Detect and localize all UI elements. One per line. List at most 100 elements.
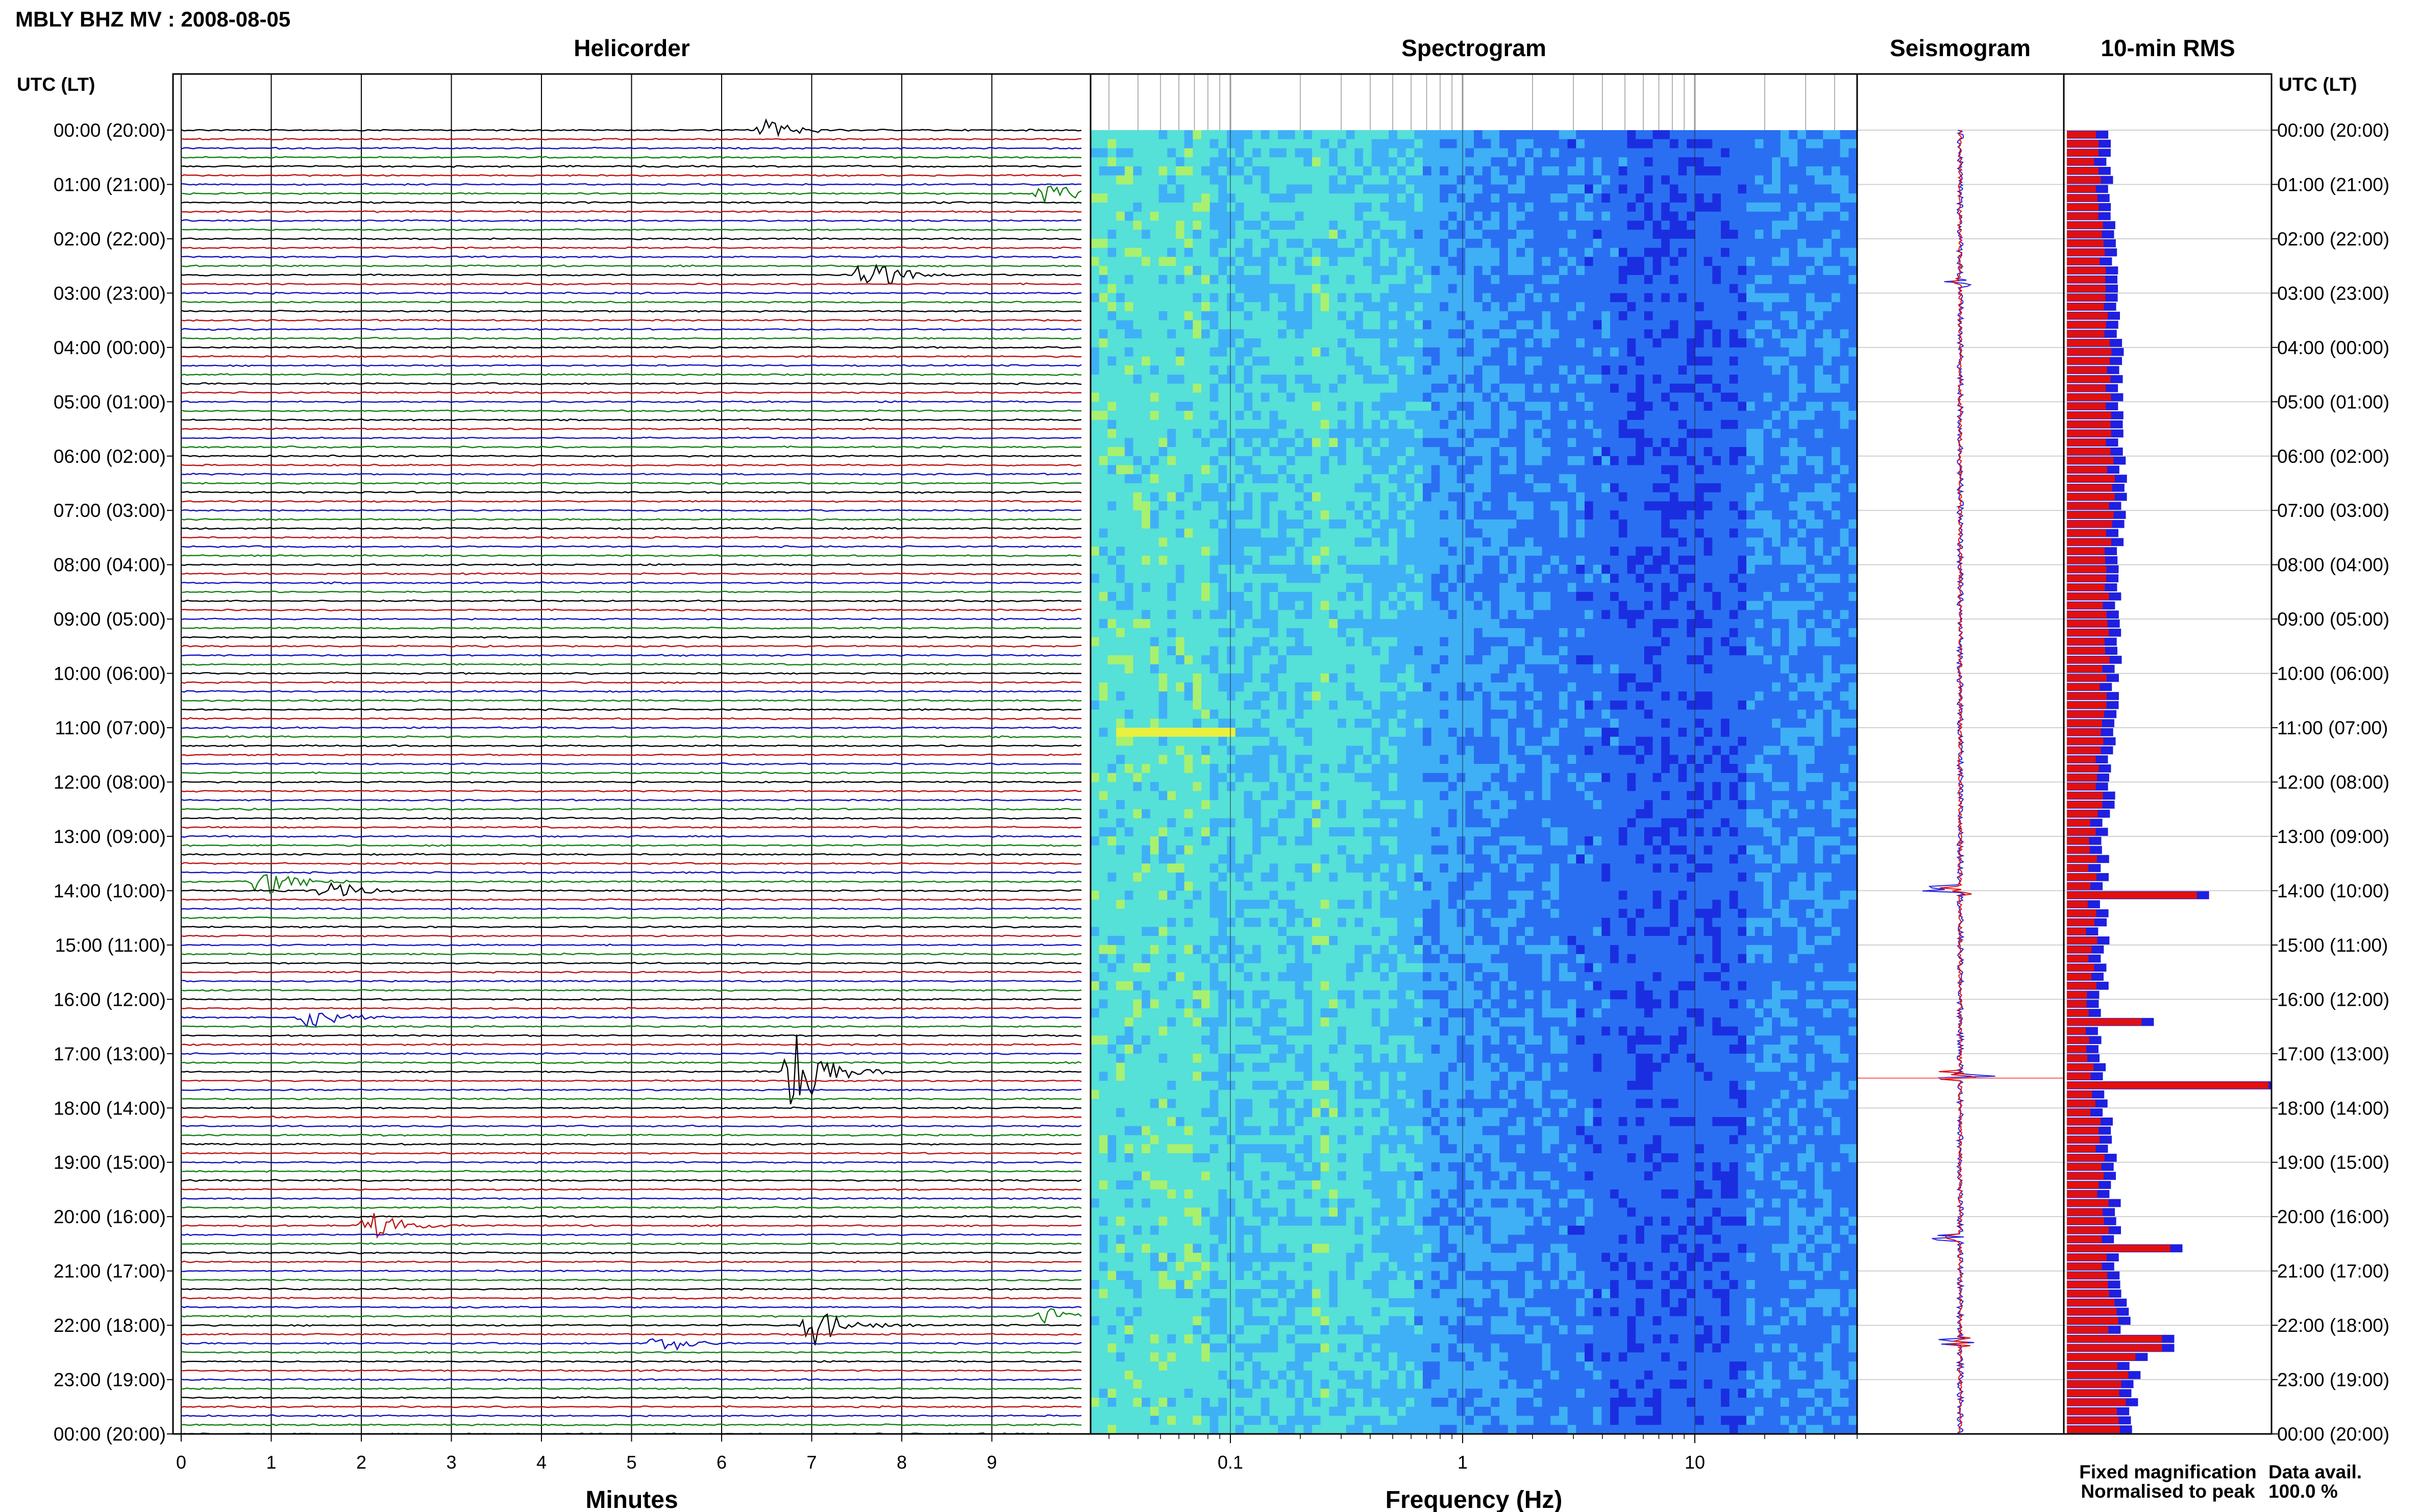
spectrogram-cell xyxy=(1721,564,1730,574)
spectrogram-cell xyxy=(1695,591,1705,602)
helicorder-trace xyxy=(181,301,1082,304)
spectrogram-cell xyxy=(1652,501,1662,511)
spectrogram-cell xyxy=(1840,302,1849,312)
spectrogram-cell xyxy=(1363,157,1372,167)
spectrogram-cell xyxy=(1320,329,1329,339)
spectrogram-cell xyxy=(1499,211,1509,221)
spectrogram-cell xyxy=(1184,537,1193,547)
spectrogram-cell xyxy=(1175,447,1185,457)
spectrogram-cell xyxy=(1823,329,1832,339)
spectrogram-cell xyxy=(1116,537,1125,547)
spectrogram-cell xyxy=(1525,483,1534,493)
spectrogram-cell xyxy=(1405,591,1415,602)
spectrogram-cell xyxy=(1585,184,1594,194)
spectrogram-cell xyxy=(1474,438,1483,448)
spectrogram-cell xyxy=(1499,574,1509,583)
spectrogram-cell xyxy=(1133,537,1142,547)
spectrogram-cell xyxy=(1508,193,1517,203)
spectrogram-cell xyxy=(1593,238,1602,249)
spectrogram-cell xyxy=(1142,148,1151,158)
spectrogram-cell xyxy=(1814,465,1823,475)
spectrogram-cell xyxy=(1286,193,1296,203)
helicorder-trace xyxy=(181,463,1081,467)
spectrogram-cell xyxy=(1797,266,1807,276)
spectrogram-cell xyxy=(1422,329,1432,339)
spectrogram-cell xyxy=(1193,266,1202,276)
spectrogram-cell xyxy=(1831,375,1841,384)
spectrogram-cell xyxy=(1789,302,1798,312)
spectrogram-cell xyxy=(1380,338,1389,348)
spectrogram-cell xyxy=(1091,501,1100,511)
spectrogram-cell xyxy=(1627,474,1636,484)
spectrogram-cell xyxy=(1763,411,1772,420)
spectrogram-cell xyxy=(1099,429,1108,438)
spectrogram-cell xyxy=(1303,537,1313,547)
spectrogram-cell xyxy=(1806,528,1815,538)
spectrogram-cell xyxy=(1107,519,1117,529)
spectrogram-cell xyxy=(1831,564,1841,574)
spectrogram-cell xyxy=(1422,447,1432,457)
spectrogram-cell xyxy=(1150,347,1159,357)
spectrogram-cell xyxy=(1627,202,1636,212)
spectrogram-cell xyxy=(1499,347,1509,357)
spectrogram-cell xyxy=(1244,610,1253,619)
spectrogram-cell xyxy=(1772,320,1781,330)
spectrogram-cell xyxy=(1482,284,1491,293)
spectrogram-cell xyxy=(1814,419,1823,430)
spectrogram-cell xyxy=(1763,338,1772,348)
spectrogram-cell xyxy=(1133,193,1142,203)
spectrogram-cell xyxy=(1610,266,1619,276)
spectrogram-cell xyxy=(1585,157,1594,167)
spectrogram-cell xyxy=(1652,519,1662,529)
spectrogram-cell xyxy=(1652,202,1662,212)
spectrogram-cell xyxy=(1295,447,1304,457)
spectrogram-cell xyxy=(1593,338,1602,348)
spectrogram-cell xyxy=(1457,555,1466,565)
spectrogram-cell xyxy=(1652,347,1662,357)
spectrogram-cell xyxy=(1346,456,1355,466)
spectrogram-cell xyxy=(1193,347,1202,357)
spectrogram-cell xyxy=(1576,157,1585,167)
spectrogram-cell xyxy=(1610,465,1619,475)
spectrogram-cell xyxy=(1823,528,1832,538)
spectrogram-cell xyxy=(1687,338,1696,348)
spectrogram-cell xyxy=(1448,302,1458,312)
spectrogram-cell xyxy=(1099,202,1108,212)
spectrogram-cell xyxy=(1150,148,1159,158)
spectrogram-cell xyxy=(1261,338,1270,348)
spectrogram-cell xyxy=(1610,483,1619,493)
spectrogram-cell xyxy=(1831,438,1841,448)
spectrogram-cell xyxy=(1482,528,1491,538)
helicorder-trace xyxy=(181,1215,1082,1219)
spectrogram-cell xyxy=(1269,275,1278,285)
spectrogram-cell xyxy=(1516,483,1525,493)
spectrogram-cell xyxy=(1354,411,1364,420)
spectrogram-cell xyxy=(1397,501,1406,511)
spectrogram-cell xyxy=(1193,175,1202,185)
spectrogram-cell xyxy=(1397,257,1406,266)
spectrogram-cell xyxy=(1516,510,1525,520)
spectrogram-cell xyxy=(1440,492,1449,502)
spectrogram-cell xyxy=(1729,157,1738,167)
spectrogram-cell xyxy=(1542,320,1551,330)
spectrogram-cell xyxy=(1840,465,1849,475)
spectrogram-cell xyxy=(1218,211,1227,221)
spectrogram-cell xyxy=(1542,447,1551,457)
spectrogram-cell xyxy=(1091,519,1100,529)
spectrogram-cell xyxy=(1244,438,1253,448)
spectrogram-cell xyxy=(1627,166,1636,176)
helicorder-trace xyxy=(181,1160,1082,1164)
spectrogram-cell xyxy=(1772,148,1781,158)
spectrogram-cell xyxy=(1636,247,1645,257)
spectrogram-cell xyxy=(1244,601,1253,610)
spectrogram-cell xyxy=(1448,429,1458,438)
spectrogram-cell xyxy=(1405,483,1415,493)
spectrogram-cell xyxy=(1601,392,1611,402)
spectrogram-cell xyxy=(1491,392,1500,402)
spectrogram-cell xyxy=(1780,375,1790,384)
spectrogram-cell xyxy=(1158,202,1168,212)
spectrogram-cell xyxy=(1508,257,1517,266)
spectrogram-cell xyxy=(1414,193,1423,203)
spectrogram-cell xyxy=(1363,411,1372,420)
spectrogram-cell xyxy=(1099,456,1108,466)
